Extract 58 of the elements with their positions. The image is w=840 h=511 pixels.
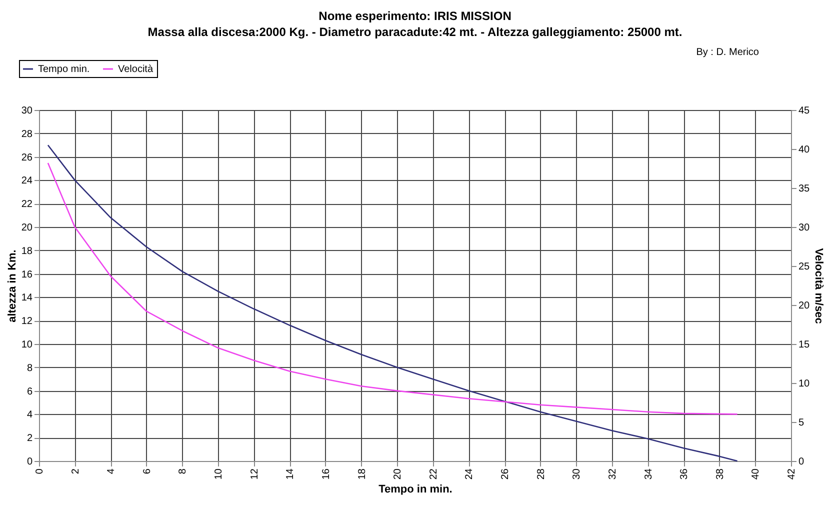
x-tick-label: 10 — [214, 468, 225, 480]
y-tick-label: 22 — [21, 199, 33, 210]
legend-label: Velocità — [118, 64, 154, 75]
x-tick-label: 34 — [643, 468, 654, 480]
x-tick-label: 26 — [500, 468, 512, 480]
y2-tick-label: 35 — [798, 184, 810, 194]
x-tick-label: 40 — [750, 468, 762, 480]
x-tick-label: 18 — [356, 468, 368, 480]
y-axis-title: altezza in Km. — [6, 250, 18, 322]
legend-label: Tempo min. — [38, 64, 90, 75]
y-tick-label: 24 — [21, 176, 33, 187]
y-tick-label: 12 — [21, 316, 33, 328]
chart-title: Nome esperimento: IRIS MISSION — [318, 9, 512, 23]
y2-tick-label: 15 — [798, 340, 810, 350]
y2-tick-label: 10 — [798, 378, 810, 390]
x-axis-title: Tempo in min. — [378, 484, 452, 496]
x-tick-label: 30 — [572, 468, 583, 480]
x-tick-label: 16 — [320, 468, 332, 480]
x-tick-label: 14 — [285, 468, 296, 480]
y-tick-label: 14 — [21, 292, 33, 304]
y2-tick-label: 30 — [798, 222, 810, 234]
x-tick-label: 42 — [786, 468, 798, 480]
text: By : D. Merico — [696, 47, 760, 58]
y-tick-label: 8 — [26, 362, 33, 374]
x-tick-label: 38 — [714, 468, 726, 480]
y2-tick-label: 0 — [798, 456, 804, 468]
y2-tick-label: 40 — [798, 144, 810, 156]
x-tick-label: 12 — [249, 468, 260, 480]
y-tick-label: 4 — [26, 410, 33, 421]
x-tick-label: 20 — [392, 468, 404, 480]
y2-tick-label: 45 — [798, 106, 810, 116]
y2-tick-label: 20 — [798, 300, 810, 312]
x-tick-label: 32 — [607, 468, 618, 480]
x-tick-label: 4 — [106, 468, 118, 474]
x-tick-label: 22 — [428, 468, 440, 480]
line-series — [47, 144, 738, 462]
x-tick-label: 28 — [536, 468, 547, 480]
y-tick-label: 18 — [21, 246, 33, 257]
y-tick-label: 30 — [21, 106, 33, 116]
x-tick-label: 0 — [34, 468, 46, 474]
y-tick-label: 16 — [21, 269, 33, 280]
y-tick-label: 0 — [26, 456, 33, 468]
y-tick-label: 28 — [21, 128, 33, 140]
line-series — [47, 162, 738, 415]
y2-tick-label: 5 — [798, 418, 804, 428]
y-tick-label: 20 — [21, 222, 33, 234]
x-tick-label: 8 — [178, 468, 189, 474]
y-tick-label: 26 — [21, 152, 33, 164]
y2-axis-title: Velocità m/sec — [812, 248, 825, 324]
x-tick-label: 2 — [70, 468, 82, 474]
y2-tick-label: 25 — [798, 262, 810, 272]
x-tick-label: 36 — [679, 468, 690, 480]
chart-subtitle: Massa alla discesa:2000 Kg. - Diametro paracadute:42 mt. - Altezza galleggiamento: 25000 mt. — [148, 25, 682, 39]
x-tick-label: 6 — [142, 468, 153, 474]
y-tick-label: 6 — [26, 386, 33, 398]
y-tick-label: 10 — [21, 340, 33, 350]
y-tick-label: 2 — [26, 433, 33, 444]
x-tick-label: 24 — [464, 468, 476, 480]
